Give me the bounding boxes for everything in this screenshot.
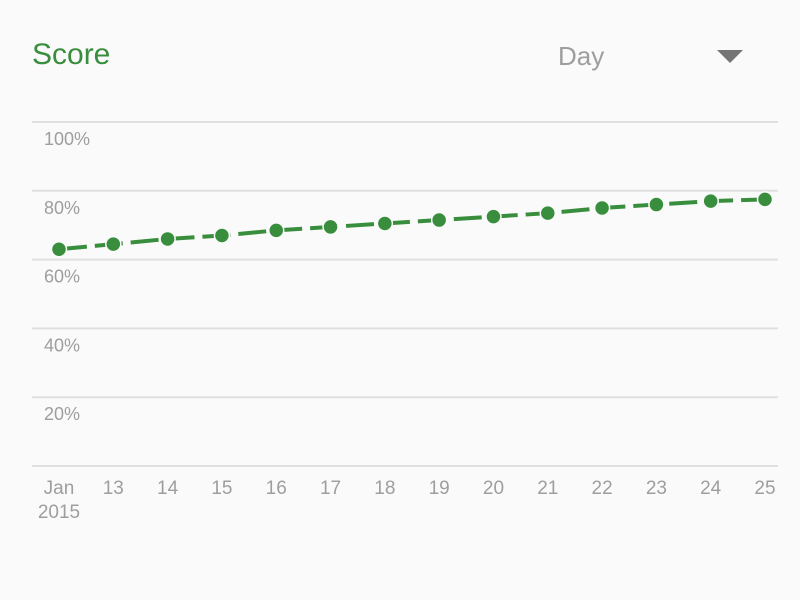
- x-tick-label: 19: [429, 478, 450, 499]
- y-tick-label: 60%: [44, 267, 80, 287]
- score-data-point[interactable]: [648, 196, 665, 213]
- score-data-point[interactable]: [322, 218, 339, 236]
- score-data-point[interactable]: [702, 192, 719, 210]
- x-tick-label: Jan: [44, 478, 75, 499]
- score-data-point[interactable]: [376, 215, 394, 232]
- card-header: Score Day: [0, 0, 800, 110]
- score-data-point[interactable]: [485, 208, 502, 225]
- x-tick-label: 15: [211, 478, 232, 499]
- x-tick-label: 20: [483, 478, 504, 499]
- x-tick-label: 24: [700, 478, 722, 499]
- score-data-point[interactable]: [756, 191, 774, 208]
- x-axis-year-label: 2015: [38, 502, 80, 523]
- y-tick-label: 20%: [44, 404, 80, 424]
- range-selected-value: Day: [558, 41, 605, 71]
- y-tick-label: 80%: [44, 198, 80, 218]
- score-data-point[interactable]: [430, 211, 448, 229]
- x-tick-label: 25: [754, 478, 775, 499]
- score-data-point[interactable]: [539, 204, 557, 222]
- x-tick-label: 14: [157, 478, 179, 499]
- score-data-point[interactable]: [213, 227, 231, 244]
- arrow-drop-down-icon[interactable]: [717, 50, 743, 63]
- chart-title: Score: [32, 38, 111, 71]
- score-data-point[interactable]: [593, 199, 611, 217]
- x-tick-label: 13: [103, 478, 124, 499]
- x-tick-label: 18: [374, 478, 395, 499]
- x-tick-label: 16: [266, 478, 287, 499]
- score-series: [50, 191, 774, 258]
- x-axis-labels: Jan 13 14 15 16 17 18 19 20 21 22 23 24 25 2015: [38, 478, 776, 523]
- chart-grid: [32, 121, 778, 467]
- score-data-point[interactable]: [50, 241, 68, 258]
- x-tick-label: 17: [320, 478, 341, 499]
- score-data-point[interactable]: [105, 235, 122, 253]
- y-tick-label: 100%: [44, 129, 90, 149]
- range-dropdown[interactable]: Day: [540, 34, 760, 78]
- score-data-point[interactable]: [159, 230, 176, 248]
- x-tick-label: 23: [646, 478, 667, 499]
- x-tick-label: 22: [592, 478, 613, 499]
- y-tick-label: 40%: [44, 335, 80, 355]
- y-axis-labels: 20% 40% 60% 80% 100%: [44, 129, 90, 424]
- score-data-point[interactable]: [267, 222, 285, 239]
- x-tick-label: 21: [537, 478, 558, 499]
- score-series-line: [58, 197, 766, 252]
